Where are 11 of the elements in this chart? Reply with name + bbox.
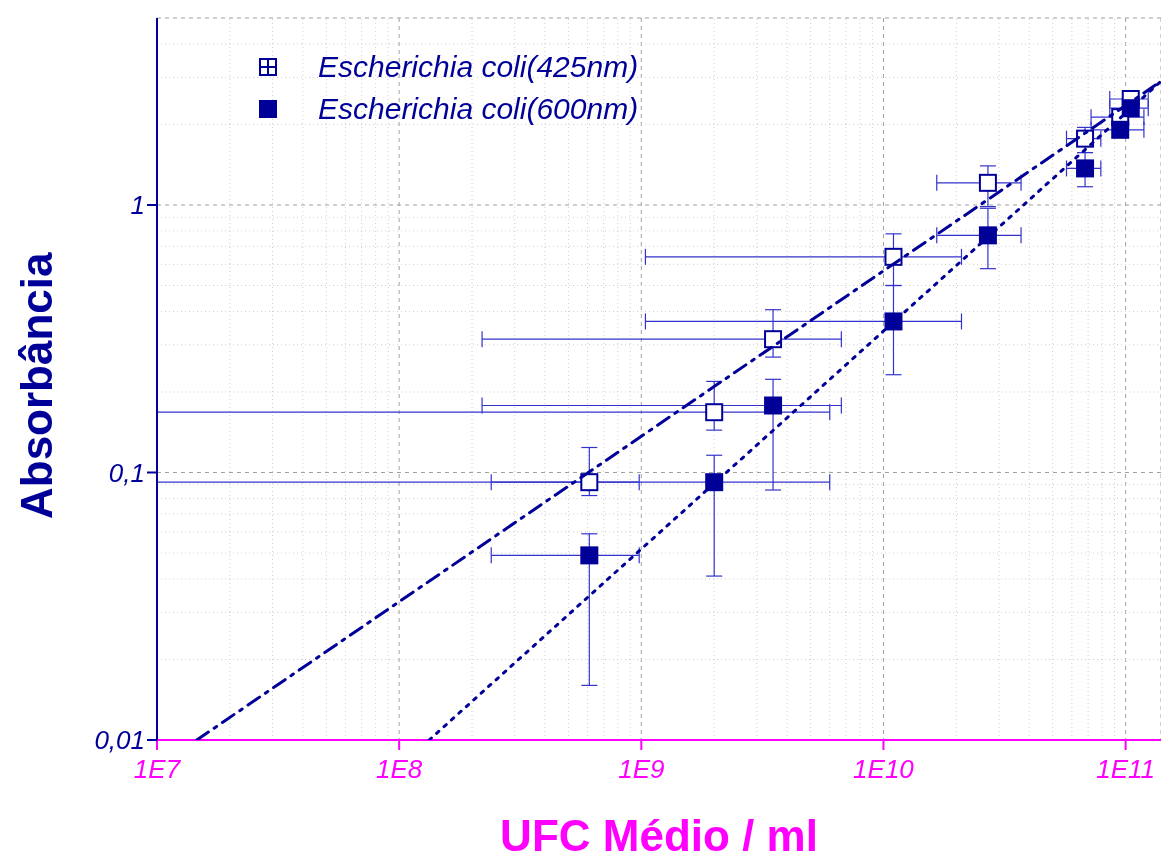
x-tick-label: 1E7 [133,754,182,785]
x-tick-label: 1E8 [376,754,423,785]
y-tick-label: 0,1 [108,457,145,488]
y-tick-label: 0,01 [94,725,145,756]
legend-label: Escherichia coli(600nm) [318,91,639,127]
y-tick-label: 1 [130,190,145,221]
y-axis-title: Absorbância [11,251,61,519]
x-tick-label: 1E9 [618,754,665,785]
legend-label: Escherichia coli(425nm) [318,49,639,85]
x-tick-label: 1E11 [1096,754,1156,785]
x-tick-label: 1E10 [853,754,915,785]
